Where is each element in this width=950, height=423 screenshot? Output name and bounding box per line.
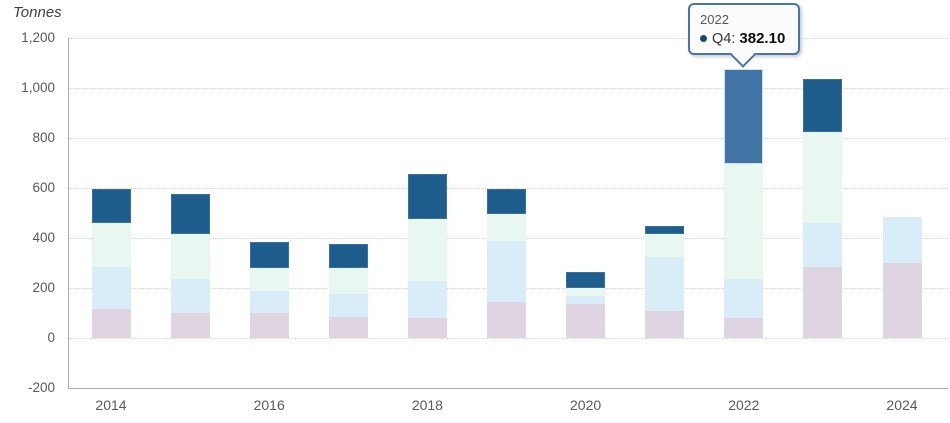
y-axis-label: 0 [47,330,55,345]
bar-segment-2019-Q2[interactable] [487,240,526,302]
y-axis-label: 1,000 [21,80,55,95]
bar-segment-2016-Q2[interactable] [249,290,289,313]
bar-segment-2017-Q2[interactable] [328,294,368,317]
x-axis-label: 2014 [95,397,127,413]
bar-segment-2016-Q3[interactable] [249,268,289,291]
y-axis-label: 1,200 [21,30,55,45]
bar-segment-2020-Q4[interactable] [566,271,606,288]
y-axis-title: Tonnes [13,4,62,21]
bar-segment-2017-Q4[interactable] [328,244,368,268]
gridline-0 [69,338,948,339]
series-marker-icon [700,35,707,42]
bar-segment-2014-Q2[interactable] [91,266,131,310]
bar-segment-2018-Q4[interactable] [407,174,447,220]
bar-segment-2016-Q1[interactable] [249,313,289,338]
bar-segment-2015-Q2[interactable] [170,279,210,313]
gridline-800 [69,138,948,139]
bar-segment-2018-Q2[interactable] [407,280,447,318]
bar-segment-2019-Q3[interactable] [487,214,526,241]
bar-segment-2015-Q4[interactable] [170,194,210,235]
x-axis-label: 2018 [411,397,443,413]
bar-segment-2024-Q1[interactable] [882,263,922,338]
bar-segment-2019-Q4[interactable] [487,189,526,215]
bar-segment-2024-Q2[interactable] [882,216,922,263]
x-axis-label: 2022 [728,397,760,413]
y-axis-label: 200 [32,280,55,295]
bar-segment-2021-Q2[interactable] [645,256,685,311]
bar-segment-2014-Q1[interactable] [91,309,131,338]
y-axis-label: -200 [27,380,55,395]
bar-segment-2020-Q2[interactable] [566,295,606,305]
bar-segment-2018-Q1[interactable] [407,318,447,338]
gridline-1000 [69,88,948,89]
bar-segment-2023-Q3[interactable] [803,131,843,223]
bar-segment-2014-Q3[interactable] [91,223,131,267]
bar-segment-2020-Q3[interactable] [566,288,606,296]
tooltip-value: 382.10 [739,30,786,47]
bar-segment-2021-Q1[interactable] [645,310,685,338]
y-axis-label: 600 [32,180,55,195]
gridline-600 [69,188,948,189]
bar-segment-2022-Q4[interactable] [724,68,764,165]
gridline-1200 [69,38,948,39]
bar-segment-2017-Q1[interactable] [328,316,368,338]
x-axis-label: 2020 [570,397,602,413]
bar-segment-2014-Q4[interactable] [91,189,131,223]
bar-segment-2022-Q3[interactable] [724,164,764,280]
bar-segment-2019-Q1[interactable] [487,301,526,338]
bar-segment-2018-Q3[interactable] [407,219,447,281]
bar-segment-2017-Q3[interactable] [328,268,368,295]
y-axis-line [68,38,69,388]
x-axis-label: 2016 [253,397,285,413]
y-axis-label: 800 [32,130,55,145]
bar-segment-2015-Q3[interactable] [170,234,210,280]
y-axis-label: 400 [32,230,55,245]
tooltip-series-line: Q4: 382.10 [700,30,788,47]
bar-segment-2015-Q1[interactable] [170,313,210,338]
x-axis-line [68,388,948,389]
bar-segment-2021-Q3[interactable] [645,234,685,257]
x-axis-label: 2024 [886,397,918,413]
bar-segment-2022-Q2[interactable] [724,279,764,318]
bar-segment-2021-Q4[interactable] [645,225,685,235]
bar-segment-2022-Q1[interactable] [724,318,764,338]
bar-segment-2016-Q4[interactable] [249,241,289,268]
bar-segment-2023-Q2[interactable] [803,223,843,267]
bar-segment-2023-Q4[interactable] [803,79,843,132]
bar-segment-2020-Q1[interactable] [566,304,606,338]
tooltip-series-label: Q4: [712,31,740,47]
bar-segment-2023-Q1[interactable] [803,266,843,338]
tooltip-category: 2022 [700,12,729,27]
